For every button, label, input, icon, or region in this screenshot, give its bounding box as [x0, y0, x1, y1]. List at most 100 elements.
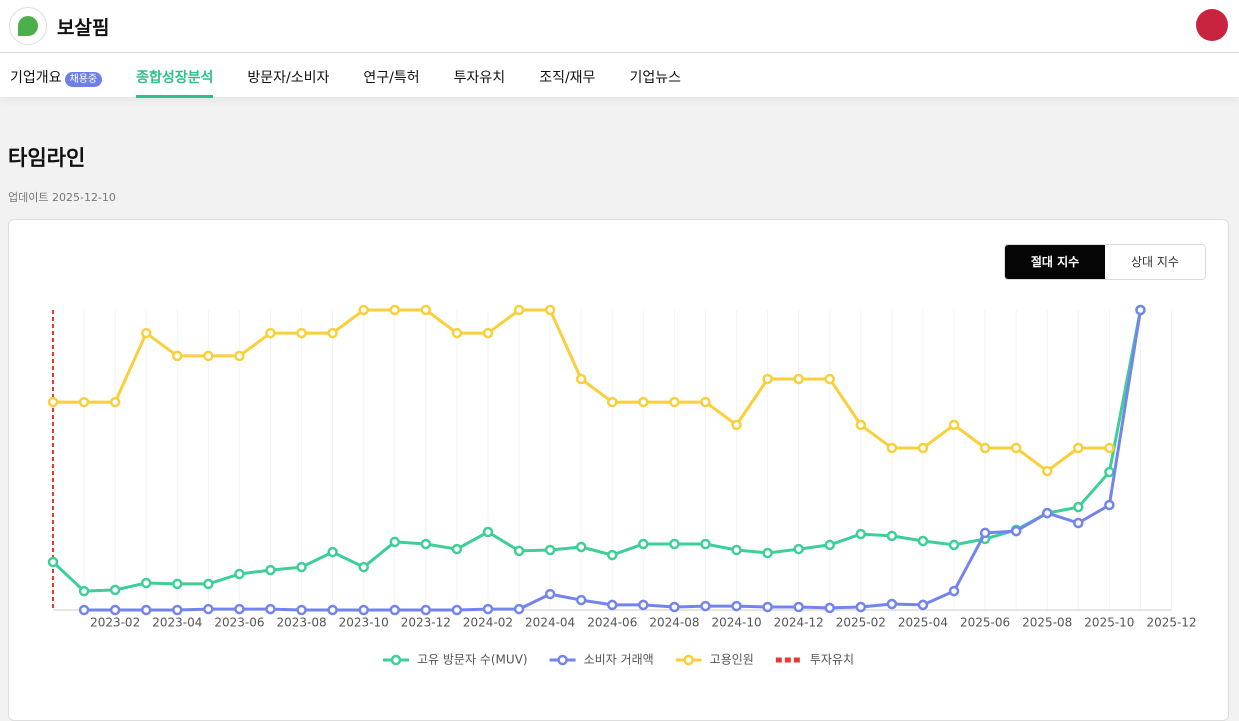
data-point: [389, 536, 401, 548]
data-point: [358, 604, 369, 616]
data-point: [1041, 507, 1053, 519]
data-point: [389, 304, 401, 316]
x-tick-label: 2024-10: [711, 616, 761, 630]
toggle: 절대 지수 상대 지수: [1004, 244, 1206, 280]
data-point: [234, 568, 245, 580]
data-point: [327, 546, 338, 558]
data-point: [793, 543, 804, 555]
data-point: [78, 604, 90, 616]
x-tick-label: 2024-06: [587, 616, 637, 630]
data-point: [607, 549, 618, 561]
data-point: [544, 304, 556, 316]
tab-label: 기업뉴스: [629, 70, 681, 86]
data-point: [78, 585, 90, 597]
tab[interactable]: 기업개요 채용중: [10, 53, 103, 95]
data-point: [731, 544, 742, 556]
data-point: [234, 350, 245, 362]
data-point: [109, 396, 121, 408]
data-point: [420, 538, 432, 550]
data-point: [203, 603, 214, 615]
data-point: [482, 526, 494, 538]
section-title: 타임라인: [8, 146, 86, 170]
legend-label: 고용인원: [710, 653, 754, 667]
data-point: [1104, 442, 1115, 454]
tab[interactable]: 연구/특허: [363, 53, 419, 95]
data-point: [948, 585, 960, 597]
tab-label: 종합성장분석: [136, 70, 214, 86]
data-point: [917, 535, 929, 547]
data-point: [172, 578, 183, 590]
data-point: [700, 600, 711, 612]
data-point: [762, 601, 773, 613]
data-point: [669, 396, 680, 408]
x-tick-label: 2025-12: [1146, 616, 1196, 630]
tab[interactable]: 투자유치: [454, 53, 506, 95]
data-point: [358, 561, 369, 573]
data-point: [1073, 501, 1084, 513]
data-point: [607, 599, 618, 611]
data-point: [140, 604, 152, 616]
data-point: [513, 304, 525, 316]
data-point: [886, 442, 898, 454]
toggle-button[interactable]: 절대 지수: [1005, 245, 1105, 279]
x-tick-label: 2023-02: [90, 616, 140, 630]
tab[interactable]: 조직/재무: [539, 53, 595, 95]
logo: [9, 7, 47, 45]
x-tick-label: 2025-08: [1022, 616, 1072, 630]
data-point: [296, 561, 307, 573]
tab-label: 기업개요: [10, 70, 62, 86]
data-point: [451, 604, 463, 616]
data-point: [669, 538, 680, 550]
data-point: [731, 600, 742, 612]
legend-swatch: [683, 654, 694, 666]
x-tick-label: 2024-02: [463, 616, 513, 630]
data-point: [575, 373, 587, 385]
data-point: [420, 604, 432, 616]
x-tick-label: 2024-08: [649, 616, 699, 630]
data-point: [109, 584, 121, 596]
data-point: [1135, 304, 1146, 316]
data-point: [140, 327, 152, 339]
data-point: [762, 547, 773, 559]
tab[interactable]: 기업뉴스: [629, 53, 681, 95]
data-point: [575, 541, 587, 553]
x-tick-label: 2024-12: [774, 616, 824, 630]
data-point: [1104, 466, 1115, 478]
data-point: [1073, 517, 1084, 529]
data-point: [762, 373, 773, 385]
data-point: [824, 602, 835, 614]
tab[interactable]: 방문자/소비자: [247, 53, 329, 95]
legend-label: 투자유치: [810, 653, 854, 667]
data-point: [544, 544, 556, 556]
tab[interactable]: 종합성장분석: [136, 53, 214, 98]
tab-label: 투자유치: [453, 70, 506, 86]
data-point: [265, 327, 276, 339]
chart-card: [8, 219, 1229, 721]
data-point: [1010, 525, 1022, 537]
data-point: [824, 373, 835, 385]
data-point: [1041, 465, 1053, 477]
chart: 2023-02 2023-04 2023-06 2023-08 2023-10 2023-…: [47, 304, 1197, 667]
data-point: [917, 442, 929, 454]
data-point: [917, 599, 929, 611]
top-bar: 보살핌: [0, 0, 1239, 53]
data-point: [793, 601, 804, 613]
data-point: [948, 539, 960, 551]
data-point: [638, 599, 649, 611]
data-point: [575, 594, 587, 606]
data-point: [700, 396, 711, 408]
data-point: [513, 603, 525, 615]
data-point: [638, 538, 649, 550]
x-tick-label: 2023-10: [339, 616, 389, 630]
data-point: [482, 603, 494, 615]
data-point: [451, 543, 463, 555]
data-point: [824, 539, 835, 551]
data-point: [420, 304, 432, 316]
data-point: [451, 327, 463, 339]
data-point: [979, 527, 991, 539]
avatar[interactable]: [1196, 9, 1228, 41]
x-tick-label: 2023-08: [276, 616, 326, 630]
data-point: [203, 578, 214, 590]
toggle-button[interactable]: 상대 지수: [1131, 255, 1179, 269]
